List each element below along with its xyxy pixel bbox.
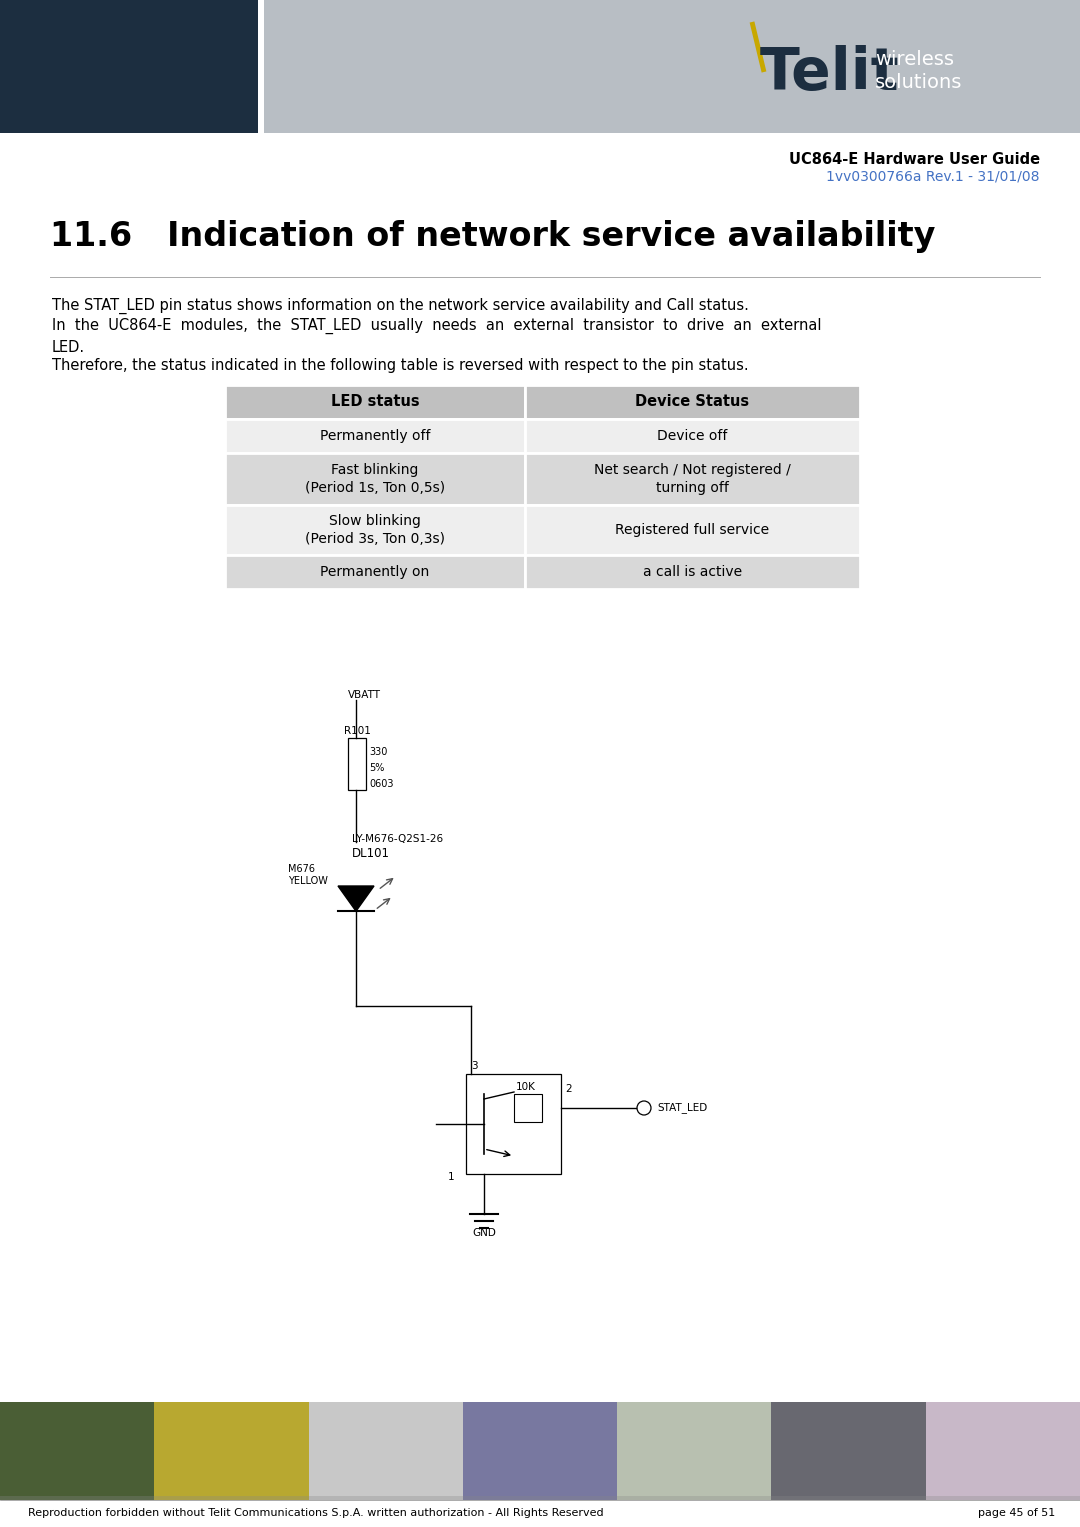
Bar <box>0 1496 1080 1500</box>
Text: UC864-E Hardware User Guide: UC864-E Hardware User Guide <box>788 153 1040 166</box>
Text: Slow blinking
(Period 3s, Ton 0,3s): Slow blinking (Period 3s, Ton 0,3s) <box>305 515 445 545</box>
Text: page 45 of 51: page 45 of 51 <box>977 1509 1055 1518</box>
Text: 2: 2 <box>565 1084 571 1093</box>
Text: Registered full service: Registered full service <box>616 524 770 538</box>
Text: Permanently on: Permanently on <box>321 565 430 579</box>
Text: The STAT_LED pin status shows information on the network service availability an: The STAT_LED pin status shows informatio… <box>52 298 748 315</box>
Polygon shape <box>338 886 374 912</box>
Text: 0603: 0603 <box>369 779 393 789</box>
Bar <box>154 1402 309 1500</box>
Bar <box>348 738 366 789</box>
Bar <box>0 0 258 133</box>
Bar <box>264 0 1080 133</box>
Bar <box>225 505 525 554</box>
Bar <box>309 1402 463 1500</box>
Bar <box>926 1402 1080 1500</box>
Bar <box>525 554 860 589</box>
Text: 1: 1 <box>448 1173 455 1182</box>
Text: 5%: 5% <box>369 764 384 773</box>
Text: DL101: DL101 <box>352 847 390 860</box>
Bar <box>465 1073 561 1174</box>
Bar <box>225 385 525 418</box>
Text: R101: R101 <box>345 725 370 736</box>
Bar <box>463 1402 617 1500</box>
Text: Permanently off: Permanently off <box>320 429 430 443</box>
Bar <box>617 1402 771 1500</box>
Text: 11.6   Indication of network service availability: 11.6 Indication of network service avail… <box>50 220 935 253</box>
Text: 10K: 10K <box>516 1083 536 1092</box>
Bar <box>0 1500 1080 1527</box>
Text: 330: 330 <box>369 747 388 757</box>
Bar <box>0 0 1080 133</box>
Bar <box>525 418 860 454</box>
Bar <box>225 418 525 454</box>
Text: Telit: Telit <box>760 44 900 102</box>
Bar <box>514 1093 542 1122</box>
Text: LED.: LED. <box>52 341 85 354</box>
Bar <box>0 1402 154 1500</box>
Bar <box>525 505 860 554</box>
Text: STAT_LED: STAT_LED <box>657 1102 707 1113</box>
Text: Reproduction forbidden without Telit Communications S.p.A. written authorization: Reproduction forbidden without Telit Com… <box>28 1509 604 1518</box>
Circle shape <box>637 1101 651 1115</box>
Bar <box>225 454 525 505</box>
Text: wireless
solutions: wireless solutions <box>875 50 962 93</box>
Text: YELLOW: YELLOW <box>288 876 328 886</box>
Bar <box>525 385 860 418</box>
Bar <box>771 1402 926 1500</box>
Text: In  the  UC864-E  modules,  the  STAT_LED  usually  needs  an  external  transis: In the UC864-E modules, the STAT_LED usu… <box>52 318 822 334</box>
Text: M676: M676 <box>288 864 315 873</box>
Text: LED status: LED status <box>330 394 419 409</box>
Text: VBATT: VBATT <box>348 690 381 699</box>
Bar <box>225 554 525 589</box>
Text: 1vv0300766a Rev.1 - 31/01/08: 1vv0300766a Rev.1 - 31/01/08 <box>826 169 1040 183</box>
Text: LY-M676-Q2S1-26: LY-M676-Q2S1-26 <box>352 834 443 844</box>
Text: Device off: Device off <box>658 429 728 443</box>
Text: Device Status: Device Status <box>635 394 750 409</box>
Text: 3: 3 <box>471 1061 477 1070</box>
Text: GND: GND <box>472 1228 496 1238</box>
Bar <box>525 454 860 505</box>
Text: a call is active: a call is active <box>643 565 742 579</box>
Text: Net search / Not registered /
turning off: Net search / Not registered / turning of… <box>594 463 791 495</box>
Text: Therefore, the status indicated in the following table is reversed with respect : Therefore, the status indicated in the f… <box>52 357 748 373</box>
Text: Fast blinking
(Period 1s, Ton 0,5s): Fast blinking (Period 1s, Ton 0,5s) <box>305 463 445 495</box>
